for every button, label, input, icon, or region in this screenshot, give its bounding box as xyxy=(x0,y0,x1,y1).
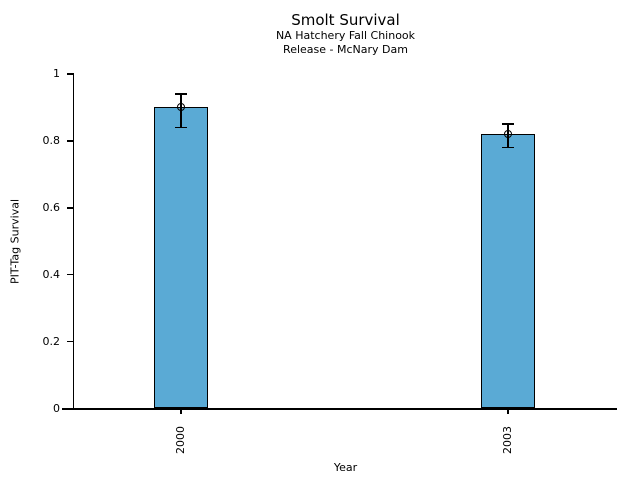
x-tick-mark xyxy=(180,408,182,414)
y-axis-line xyxy=(72,73,74,409)
chart-subtitle-line2: Release - McNary Dam xyxy=(283,43,408,56)
x-tick-mark xyxy=(507,408,509,414)
y-tick-label: 1 xyxy=(53,67,60,80)
x-tick-label: 2003 xyxy=(501,426,514,454)
chart-subtitle-line1: NA Hatchery Fall Chinook xyxy=(275,29,416,42)
bar-2000 xyxy=(154,107,208,409)
y-tick-mark xyxy=(67,140,74,142)
y-tick-mark xyxy=(67,407,74,410)
y-tick-mark xyxy=(67,207,74,209)
y-tick-label: 0.2 xyxy=(42,334,61,348)
error-bar-cap-top xyxy=(175,93,187,95)
y-tick-label: 0.4 xyxy=(42,267,61,281)
bar-2003 xyxy=(481,134,535,409)
data-point-marker xyxy=(177,103,185,112)
x-tick-label: 2000 xyxy=(174,426,187,454)
y-axis-label: PIT-Tag Survival xyxy=(8,199,22,285)
x-axis-label: Year xyxy=(333,461,358,474)
error-bar-cap-top xyxy=(502,123,514,125)
y-tick-mark xyxy=(67,273,74,276)
error-bar-cap-bottom xyxy=(502,146,514,149)
x-axis-line xyxy=(62,408,617,410)
data-point-marker xyxy=(504,130,512,139)
chart-title: Smolt Survival xyxy=(291,11,400,29)
y-tick-mark xyxy=(67,73,74,75)
error-bar-cap-bottom xyxy=(175,126,187,129)
y-tick-label: 0 xyxy=(53,401,60,415)
y-tick-label: 0.8 xyxy=(42,133,61,147)
y-tick-label: 0.6 xyxy=(42,200,61,214)
y-tick-mark xyxy=(67,340,74,343)
